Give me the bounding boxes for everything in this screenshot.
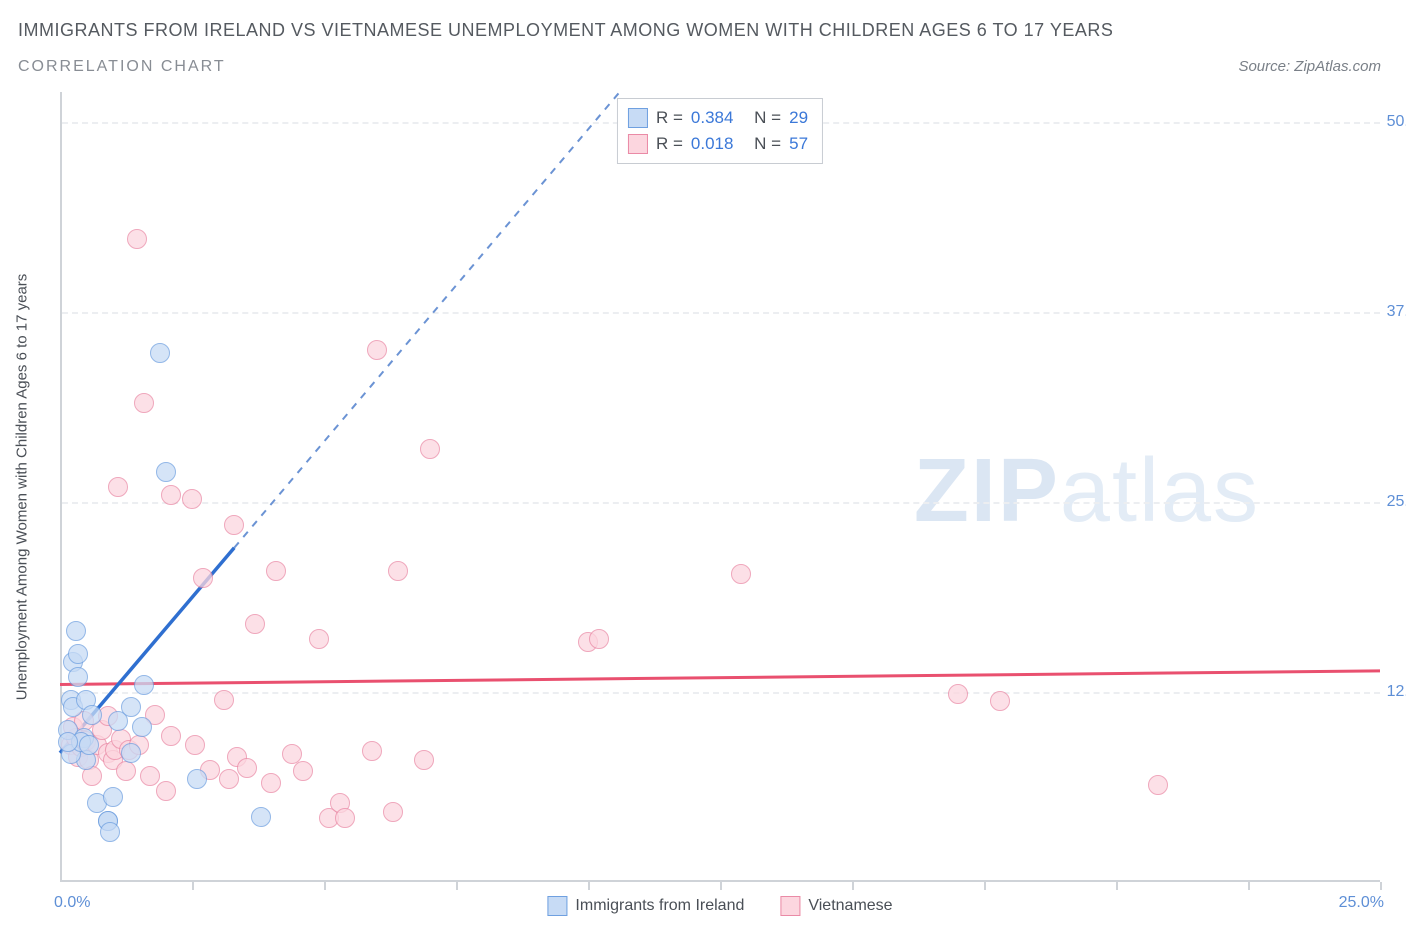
legend-label-ireland: Immigrants from Ireland	[575, 897, 744, 915]
scatter-point	[182, 489, 202, 509]
scatter-point	[134, 393, 154, 413]
swatch-ireland	[628, 108, 648, 128]
n-value-vietnamese: 57	[789, 131, 808, 157]
scatter-point	[251, 807, 271, 827]
x-tick	[588, 882, 590, 890]
watermark: ZIPatlas	[914, 440, 1260, 543]
scatter-point	[420, 439, 440, 459]
grid-line-h	[62, 312, 1380, 314]
y-tick-label: 12.5%	[1387, 683, 1406, 701]
n-label: N =	[754, 131, 781, 157]
x-tick	[1248, 882, 1250, 890]
scatter-point	[185, 735, 205, 755]
scatter-point	[68, 667, 88, 687]
scatter-point	[66, 621, 86, 641]
stats-row-vietnamese: R = 0.018 N = 57	[628, 131, 808, 157]
scatter-point	[731, 564, 751, 584]
scatter-point	[58, 732, 78, 752]
chart-container: IMMIGRANTS FROM IRELAND VS VIETNAMESE UN…	[0, 0, 1406, 930]
y-axis-line	[60, 92, 62, 882]
stats-row-ireland: R = 0.384 N = 29	[628, 105, 808, 131]
scatter-point	[156, 462, 176, 482]
scatter-point	[335, 808, 355, 828]
x-tick	[456, 882, 458, 890]
scatter-point	[367, 340, 387, 360]
scatter-point	[100, 822, 120, 842]
x-tick	[1380, 882, 1382, 890]
x-tick	[324, 882, 326, 890]
scatter-point	[1148, 775, 1168, 795]
trend-lines	[60, 92, 1380, 882]
scatter-point	[224, 515, 244, 535]
r-label: R =	[656, 131, 683, 157]
plot-area: ZIPatlas Unemployment Among Women with C…	[60, 92, 1380, 882]
scatter-point	[261, 773, 281, 793]
scatter-point	[214, 690, 234, 710]
scatter-point	[161, 726, 181, 746]
x-axis-origin-label: 0.0%	[54, 894, 90, 912]
scatter-point	[362, 741, 382, 761]
scatter-point	[383, 802, 403, 822]
y-axis-title: Unemployment Among Women with Children A…	[14, 274, 31, 701]
footer-legend: Immigrants from Ireland Vietnamese	[547, 896, 892, 916]
scatter-point	[237, 758, 257, 778]
scatter-point	[309, 629, 329, 649]
scatter-point	[187, 769, 207, 789]
scatter-point	[990, 691, 1010, 711]
r-label: R =	[656, 105, 683, 131]
grid-line-h	[62, 502, 1380, 504]
grid-line-h	[62, 692, 1380, 694]
chart-title: IMMIGRANTS FROM IRELAND VS VIETNAMESE UN…	[18, 20, 1113, 41]
scatter-point	[219, 769, 239, 789]
scatter-point	[414, 750, 434, 770]
correlation-stats-box: R = 0.384 N = 29 R = 0.018 N = 57	[617, 98, 823, 164]
scatter-point	[116, 761, 136, 781]
scatter-point	[161, 485, 181, 505]
scatter-point	[156, 781, 176, 801]
scatter-point	[150, 343, 170, 363]
scatter-point	[68, 644, 88, 664]
y-tick-label: 37.5%	[1387, 303, 1406, 321]
scatter-point	[127, 229, 147, 249]
scatter-point	[134, 675, 154, 695]
x-tick	[720, 882, 722, 890]
n-label: N =	[754, 105, 781, 131]
scatter-point	[266, 561, 286, 581]
scatter-point	[245, 614, 265, 634]
swatch-vietnamese	[628, 134, 648, 154]
scatter-point	[103, 787, 123, 807]
r-value-ireland: 0.384	[691, 105, 734, 131]
scatter-point	[79, 735, 99, 755]
scatter-point	[388, 561, 408, 581]
scatter-point	[293, 761, 313, 781]
r-value-vietnamese: 0.018	[691, 131, 734, 157]
watermark-thin: atlas	[1060, 441, 1260, 541]
legend-swatch-ireland	[547, 896, 567, 916]
n-value-ireland: 29	[789, 105, 808, 131]
x-tick	[984, 882, 986, 890]
scatter-point	[589, 629, 609, 649]
scatter-point	[121, 743, 141, 763]
scatter-point	[121, 697, 141, 717]
scatter-point	[140, 766, 160, 786]
legend-label-vietnamese: Vietnamese	[808, 897, 892, 915]
x-tick	[1116, 882, 1118, 890]
chart-subtitle: CORRELATION CHART	[18, 58, 226, 76]
y-tick-label: 25.0%	[1387, 493, 1406, 511]
scatter-point	[132, 717, 152, 737]
scatter-point	[948, 684, 968, 704]
x-axis-max-label: 25.0%	[1339, 894, 1384, 912]
watermark-bold: ZIP	[914, 441, 1060, 541]
scatter-point	[108, 477, 128, 497]
scatter-point	[82, 705, 102, 725]
legend-swatch-vietnamese	[780, 896, 800, 916]
legend-item-vietnamese: Vietnamese	[780, 896, 892, 916]
legend-item-ireland: Immigrants from Ireland	[547, 896, 744, 916]
scatter-point	[193, 568, 213, 588]
y-tick-label: 50.0%	[1387, 113, 1406, 131]
source-attribution: Source: ZipAtlas.com	[1238, 58, 1381, 75]
x-tick	[192, 882, 194, 890]
x-tick	[852, 882, 854, 890]
